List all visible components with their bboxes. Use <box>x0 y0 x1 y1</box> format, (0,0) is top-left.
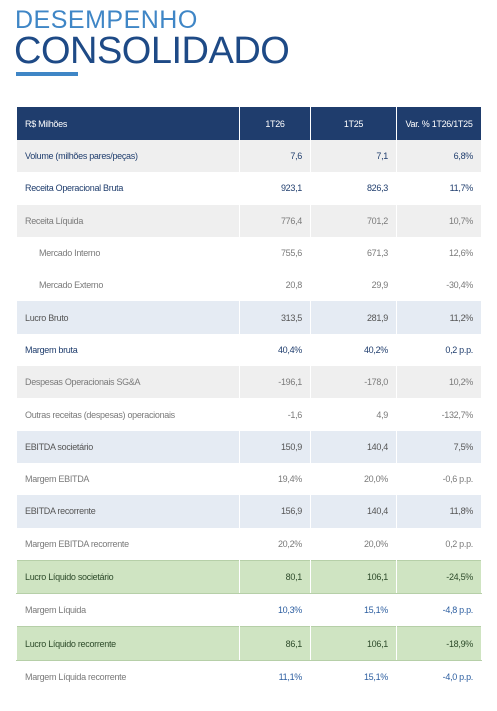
header-row: R$ Milhões 1T26 1T25 Var. % 1T26/1T25 <box>16 107 482 140</box>
value-cell: 40,4% <box>239 333 311 367</box>
value-cell: 20,8 <box>239 269 311 302</box>
value-cell: 11,2% <box>396 301 482 334</box>
value-cell: 156,9 <box>239 495 311 528</box>
value-cell: 11,8% <box>396 495 482 528</box>
table-row: Lucro Líquido recorrente 86,1 106,1 -18,9% <box>16 626 482 661</box>
value-cell: 140,4 <box>310 430 397 463</box>
value-cell: -196,1 <box>239 366 311 399</box>
table-row: Receita Líquida 776,4 701,2 10,7% <box>16 204 482 237</box>
value-cell: 20,2% <box>239 527 311 561</box>
value-cell: 106,1 <box>310 559 397 595</box>
value-cell: 10,3% <box>239 593 311 627</box>
label-cell: Lucro Líquido societário <box>16 559 240 595</box>
value-cell: 11,7% <box>396 172 482 205</box>
title-line2: CONSOLIDADO <box>14 30 290 72</box>
table-row: Despesas Operacionais SG&A -196,1 -178,0 10… <box>16 366 482 399</box>
value-cell: -4,0 p.p. <box>396 660 482 694</box>
label-cell: Margem EBITDA <box>16 462 240 496</box>
column-header: 1T25 <box>310 107 397 140</box>
value-cell: -0,6 p.p. <box>396 462 482 496</box>
value-cell: 15,1% <box>310 660 397 694</box>
table-row: Mercado Interno 755,6 671,3 12,6% <box>16 236 482 270</box>
value-cell: 11,1% <box>239 660 311 694</box>
value-cell: 7,1 <box>310 140 397 173</box>
table-row: Margem EBITDA recorrente 20,2% 20,0% 0,2 p.… <box>16 527 482 561</box>
title-line1: DESEMPENHO <box>15 6 198 34</box>
value-cell: 20,0% <box>310 462 397 496</box>
value-cell: 86,1 <box>239 626 311 661</box>
label-cell: EBITDA recorrente <box>16 495 240 528</box>
table-row: EBITDA recorrente 156,9 140,4 11,8% <box>16 495 482 528</box>
table-row: Margem bruta 40,4% 40,2% 0,2 p.p. <box>16 333 482 367</box>
table-row: Lucro Bruto 313,5 281,9 11,2% <box>16 301 482 334</box>
label-cell: EBITDA societário <box>16 430 240 463</box>
value-cell: 29,9 <box>310 269 397 302</box>
value-cell: -24,5% <box>396 559 482 595</box>
table-row: Mercado Externo 20,8 29,9 -30,4% <box>16 269 482 302</box>
column-header: Var. % 1T26/1T25 <box>396 107 482 140</box>
value-cell: 40,2% <box>310 333 397 367</box>
value-cell: 19,4% <box>239 462 311 496</box>
value-cell: 923,1 <box>239 172 311 205</box>
value-cell: 826,3 <box>310 172 397 205</box>
value-cell: -30,4% <box>396 269 482 302</box>
results-table: R$ Milhões 1T26 1T25 Var. % 1T26/1T25 Volum… <box>16 107 482 694</box>
label-cell: Outras receitas (despesas) operacionais <box>16 398 240 431</box>
table-row: Receita Operacional Bruta 923,1 826,3 11,7% <box>16 172 482 205</box>
value-cell: -1,6 <box>239 398 311 431</box>
table-row: Margem Líquida recorrente 11,1% 15,1% -4,0 … <box>16 660 482 694</box>
value-cell: -4,8 p.p. <box>396 593 482 627</box>
value-cell: 150,9 <box>239 430 311 463</box>
label-cell: Mercado Interno <box>16 236 240 270</box>
value-cell: -132,7% <box>396 398 482 431</box>
value-cell: 0,2 p.p. <box>396 527 482 561</box>
value-cell: 0,2 p.p. <box>396 333 482 367</box>
label-cell: Volume (milhões pares/peças) <box>16 140 240 173</box>
value-cell: 140,4 <box>310 495 397 528</box>
label-cell: Margem Líquida <box>16 593 240 627</box>
value-cell: 106,1 <box>310 626 397 661</box>
label-cell: Receita Operacional Bruta <box>16 172 240 205</box>
value-cell: 7,6 <box>239 140 311 173</box>
label-cell: Mercado Externo <box>16 269 240 302</box>
value-cell: 671,3 <box>310 236 397 270</box>
column-header: 1T26 <box>239 107 311 140</box>
label-cell: Margem EBITDA recorrente <box>16 527 240 561</box>
value-cell: 10,2% <box>396 366 482 399</box>
table-row: Outras receitas (despesas) operacionais -… <box>16 398 482 431</box>
label-cell: Margem Líquida recorrente <box>16 660 240 694</box>
table-row: Lucro Líquido societário 80,1 106,1 -24,5% <box>16 559 482 595</box>
value-cell: -178,0 <box>310 366 397 399</box>
label-cell: Margem bruta <box>16 333 240 367</box>
value-cell: 776,4 <box>239 204 311 237</box>
label-cell: Lucro Bruto <box>16 301 240 334</box>
value-cell: -18,9% <box>396 626 482 661</box>
table-body: Volume (milhões pares/peças) 7,6 7,1 6,8% Re… <box>16 140 482 694</box>
value-cell: 20,0% <box>310 527 397 561</box>
value-cell: 12,6% <box>396 236 482 270</box>
label-cell: Despesas Operacionais SG&A <box>16 366 240 399</box>
value-cell: 15,1% <box>310 593 397 627</box>
table-row: Margem Líquida 10,3% 15,1% -4,8 p.p. <box>16 593 482 627</box>
title-underline <box>16 72 78 76</box>
value-cell: 6,8% <box>396 140 482 173</box>
value-cell: 80,1 <box>239 559 311 595</box>
value-cell: 4,9 <box>310 398 397 431</box>
label-cell: Receita Líquida <box>16 204 240 237</box>
value-cell: 313,5 <box>239 301 311 334</box>
column-header: R$ Milhões <box>16 107 240 140</box>
label-cell: Lucro Líquido recorrente <box>16 626 240 661</box>
value-cell: 755,6 <box>239 236 311 270</box>
value-cell: 10,7% <box>396 204 482 237</box>
value-cell: 701,2 <box>310 204 397 237</box>
value-cell: 281,9 <box>310 301 397 334</box>
table-row: Volume (milhões pares/peças) 7,6 7,1 6,8% <box>16 140 482 173</box>
table-row: Margem EBITDA 19,4% 20,0% -0,6 p.p. <box>16 462 482 496</box>
table-row: EBITDA societário 150,9 140,4 7,5% <box>16 430 482 463</box>
value-cell: 7,5% <box>396 430 482 463</box>
